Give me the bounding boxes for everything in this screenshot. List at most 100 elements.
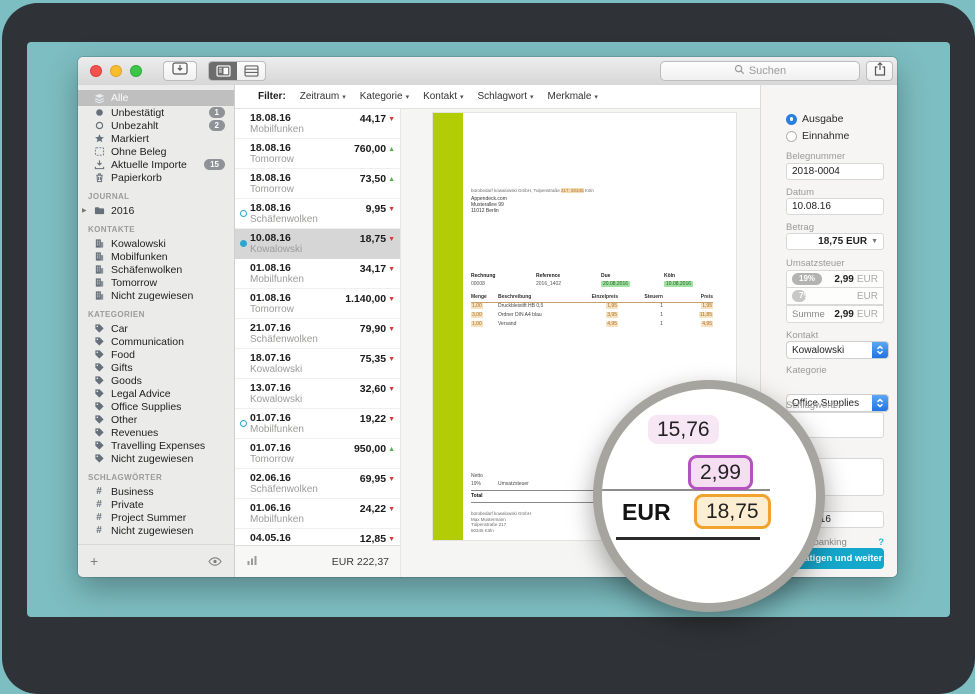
transaction-contact: Tomorrow xyxy=(250,304,294,315)
sidebar-item-category[interactable]: Legal Advice xyxy=(78,387,234,400)
sidebar-item[interactable]: Unbezahlt 2 xyxy=(78,119,234,132)
filter-menu[interactable]: Zeitraum ▾ xyxy=(300,91,346,102)
transaction-row[interactable]: 18.08.16 Tomorrow 760,00 xyxy=(235,139,400,169)
datum-label: Datum xyxy=(786,187,814,198)
transaction-row[interactable]: 04.05.16 12,85 xyxy=(235,529,400,545)
import-button[interactable] xyxy=(163,61,197,81)
transaction-row[interactable]: 01.08.16 Tomorrow 1.140,00 xyxy=(235,289,400,319)
tag-icon xyxy=(93,362,105,373)
building-icon xyxy=(93,238,105,249)
transaction-amount: 1.140,00 xyxy=(345,293,395,305)
transaction-row[interactable]: 18.08.16 Schäfenwolken 9,95 xyxy=(235,199,400,229)
filter-menu[interactable]: Kontakt ▾ xyxy=(423,91,463,102)
transaction-row[interactable]: 10.08.16 Kowalowski 18,75 xyxy=(235,229,400,259)
transaction-row[interactable]: 01.08.16 Mobilfunken 34,17 xyxy=(235,259,400,289)
sidebar-item[interactable]: Markiert xyxy=(78,132,234,145)
transaction-row[interactable]: 18.08.16 Tomorrow 73,50 xyxy=(235,169,400,199)
sidebar-item-tag[interactable]: # Nicht zugewiesen xyxy=(78,524,234,537)
belegnummer-field[interactable]: 2018-0004 xyxy=(786,163,884,180)
sidebar-item-category[interactable]: Other xyxy=(78,413,234,426)
sidebar-item-label: Project Summer xyxy=(111,511,187,524)
sidebar-item-tag[interactable]: # Project Summer xyxy=(78,511,234,524)
radio-income[interactable]: Einnahme xyxy=(786,130,849,142)
sidebar-item-label: Papierkorb xyxy=(111,171,162,184)
filter-menu[interactable]: Merkmale ▾ xyxy=(548,91,598,102)
invoice-total-rule xyxy=(616,537,760,540)
datum-field[interactable]: 10.08.16 xyxy=(786,198,884,215)
sidebar-item-journal-2016[interactable]: ▶ 2016 xyxy=(78,204,234,217)
minimize-button[interactable] xyxy=(110,65,122,77)
magnified-tax-amount: 2,99 xyxy=(688,455,753,490)
invoice-sender-line: bürobedarf kowalowski GmbH, Tulpenstraße… xyxy=(471,188,594,193)
chevron-down-icon: ▾ xyxy=(405,93,410,101)
invoice-recipient: Appendeck.com Musterallee 99 11012 Berlin xyxy=(471,196,507,214)
sidebar-item-category[interactable]: Food xyxy=(78,348,234,361)
sidebar-item-category[interactable]: Revenues xyxy=(78,426,234,439)
sidebar-item-label: Unbezahlt xyxy=(111,119,159,132)
sidebar-item-tag[interactable]: # Business xyxy=(78,485,234,498)
filter-menu[interactable]: Schlagwort ▾ xyxy=(478,91,534,102)
sidebar-item-category[interactable]: Nicht zugewiesen xyxy=(78,452,234,465)
transaction-amount: 44,17 xyxy=(360,113,395,125)
sidebar-item-contact[interactable]: Schäfenwolken xyxy=(78,263,234,276)
transaction-amount: 75,35 xyxy=(360,353,395,365)
titlebar: Suchen xyxy=(78,57,897,86)
add-button[interactable]: + xyxy=(90,553,99,569)
sidebar-item[interactable]: Alle xyxy=(78,90,234,106)
sidebar-item[interactable]: Unbestätigt 1 xyxy=(78,106,234,119)
sidebar-item-tag[interactable]: # Private xyxy=(78,498,234,511)
kontakt-select[interactable]: Kowalowski xyxy=(786,341,889,359)
direction-arrow-icon xyxy=(388,446,395,453)
sidebar-item[interactable]: Ohne Beleg xyxy=(78,145,234,158)
vat-row-19[interactable]: 19% 2,99 EUR xyxy=(786,270,884,288)
transaction-row[interactable]: 18.08.16 Mobilfunken 44,17 xyxy=(235,109,400,139)
sidebar-item-contact[interactable]: Mobilfunken xyxy=(78,250,234,263)
sidebar-item-category[interactable]: Car xyxy=(78,322,234,335)
sidebar-item-contact[interactable]: Tomorrow xyxy=(78,276,234,289)
sidebar-item-contact[interactable]: Kowalowski xyxy=(78,237,234,250)
sidebar-item-label: Nicht zugewiesen xyxy=(111,452,194,465)
kategorie-select[interactable]: Office Supplies xyxy=(786,394,889,412)
transaction-row[interactable]: 13.07.16 Kowalowski 32,60 xyxy=(235,379,400,409)
eye-icon[interactable] xyxy=(208,553,222,569)
payment-status-dot xyxy=(240,240,247,247)
sidebar-item-label: Unbestätigt xyxy=(111,106,165,119)
sidebar-item[interactable]: Papierkorb xyxy=(78,171,234,184)
transaction-row[interactable]: 01.07.16 Mobilfunken 19,22 xyxy=(235,409,400,439)
help-icon[interactable]: ? xyxy=(878,537,884,548)
sidebar-item-label: Gifts xyxy=(111,361,133,374)
disclosure-triangle-icon[interactable]: ▶ xyxy=(82,208,87,214)
transaction-list: 18.08.16 Mobilfunken 44,17 18.08.16 Tomo… xyxy=(235,109,400,545)
direction-arrow-icon xyxy=(388,506,395,513)
chevron-down-icon: ▾ xyxy=(460,93,464,101)
transaction-contact: Kowalowski xyxy=(250,244,303,255)
transaction-row[interactable]: 21.07.16 Schäfenwolken 79,90 xyxy=(235,319,400,349)
share-button[interactable] xyxy=(866,61,893,81)
search-input[interactable]: Suchen xyxy=(660,61,860,81)
transaction-row[interactable]: 18.07.16 Kowalowski 75,35 xyxy=(235,349,400,379)
invoice-info-col: Reference 2016_1402 xyxy=(536,273,562,287)
hash-icon: # xyxy=(96,524,102,536)
sidebar-item[interactable]: Aktuelle Importe 15 xyxy=(78,158,234,171)
transaction-row[interactable]: 01.06.16 Mobilfunken 24,22 xyxy=(235,499,400,529)
betrag-field[interactable]: 18,75 EUR ▼ xyxy=(786,233,884,250)
panel-view-icon[interactable] xyxy=(209,62,237,80)
transaction-contact: Tomorrow xyxy=(250,454,294,465)
trash-icon xyxy=(93,172,105,183)
list-view-icon[interactable] xyxy=(237,62,265,80)
chart-icon[interactable] xyxy=(246,554,258,569)
sidebar-item-category[interactable]: Travelling Expenses xyxy=(78,439,234,452)
transaction-row[interactable]: 02.06.16 Schäfenwolken 69,95 xyxy=(235,469,400,499)
sidebar-item-category[interactable]: Gifts xyxy=(78,361,234,374)
transaction-row[interactable]: 01.07.16 Tomorrow 950,00 xyxy=(235,439,400,469)
sidebar-item-category[interactable]: Communication xyxy=(78,335,234,348)
radio-expense[interactable]: Ausgabe xyxy=(786,113,843,125)
zoom-button[interactable] xyxy=(130,65,142,77)
vat-row-7[interactable]: 7% EUR xyxy=(786,287,884,305)
transaction-contact: Kowalowski xyxy=(250,394,303,405)
sidebar-item-category[interactable]: Goods xyxy=(78,374,234,387)
close-button[interactable] xyxy=(90,65,102,77)
sidebar-item-contact[interactable]: Nicht zugewiesen xyxy=(78,289,234,302)
sidebar-item-category[interactable]: Office Supplies xyxy=(78,400,234,413)
filter-menu[interactable]: Kategorie ▾ xyxy=(360,91,409,102)
